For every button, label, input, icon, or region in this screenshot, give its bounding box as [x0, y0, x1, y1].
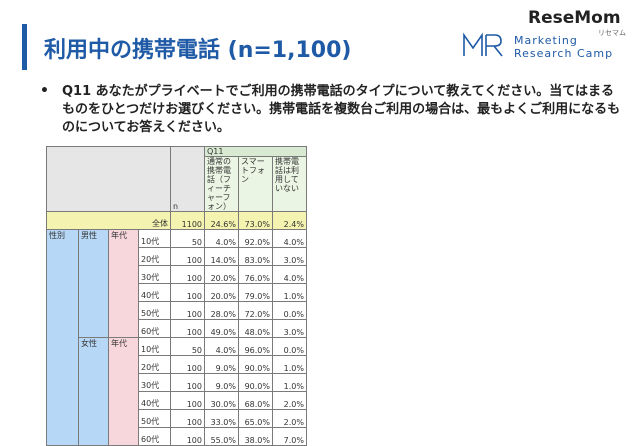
total-feature-cell: 24.6% [204, 211, 239, 230]
n-cell: 100 [170, 391, 205, 410]
age-cell: 60代 [138, 319, 171, 338]
title-accent-bar [22, 24, 27, 70]
age-cell: 10代 [138, 229, 171, 248]
slide-header: 利用中の携帯電話 (n=1,100) [0, 10, 438, 70]
none-cell: 1.0% [272, 355, 307, 374]
age-cell: 40代 [138, 391, 171, 410]
table-row: 30代 100 20.0% 76.0% 4.0% [47, 265, 307, 284]
header-question-label: Q11 [204, 146, 307, 157]
n-cell: 100 [170, 265, 205, 284]
age-cell: 10代 [138, 337, 171, 356]
age-cell: 30代 [138, 265, 171, 284]
n-cell: 100 [170, 355, 205, 374]
header-row: n Q11 [46, 146, 307, 212]
n-cell: 100 [170, 373, 205, 392]
feature-cell: 30.0% [204, 391, 239, 410]
age-cell: 30代 [138, 373, 171, 392]
n-cell: 100 [170, 409, 205, 428]
age-dimension-cell: 年代 [108, 229, 139, 338]
none-cell: 7.0% [272, 427, 307, 446]
header-col-smart: スマートフォン [238, 156, 273, 212]
feature-cell: 9.0% [204, 355, 239, 374]
smart-cell: 83.0% [238, 247, 273, 266]
smart-cell: 90.0% [238, 355, 273, 374]
group-label-cell: 女性 [78, 337, 109, 446]
brand-name: Marketing Research Camp [514, 34, 614, 60]
none-cell: 3.0% [272, 247, 307, 266]
smart-cell: 72.0% [238, 301, 273, 320]
none-cell: 2.0% [272, 409, 307, 428]
n-cell: 50 [170, 337, 205, 356]
question-text: Q11 あなたがプライベートでご利用の携帯電話のタイプについて教えてください。当… [62, 84, 621, 135]
age-cell: 20代 [138, 247, 171, 266]
header-col-none: 携帯電話は利用していない [272, 156, 307, 212]
smart-cell: 48.0% [238, 319, 273, 338]
header-n-cell: n [170, 146, 205, 212]
smart-cell: 76.0% [238, 265, 273, 284]
total-smart-cell: 73.0% [238, 211, 273, 230]
table-row: 性別 男性 年代 10代 50 4.0% 92.0% 4.0% [46, 229, 307, 446]
watermark-sub: リセマム [598, 29, 626, 37]
table-row: 30代 100 9.0% 90.0% 1.0% [47, 373, 307, 392]
feature-cell: 9.0% [204, 373, 239, 392]
age-cell: 40代 [138, 283, 171, 302]
smart-cell: 79.0% [238, 283, 273, 302]
none-cell: 4.0% [272, 229, 307, 248]
header-col-feature: 通常の携帯電話（フィーチャーフォン） [204, 156, 239, 212]
total-n-cell: 1100 [170, 211, 205, 230]
age-cell: 50代 [138, 409, 171, 428]
mrc-logo-icon [463, 32, 503, 57]
feature-cell: 4.0% [204, 229, 239, 248]
table-row: 60代 100 49.0% 48.0% 3.0% [47, 319, 307, 338]
smart-cell: 92.0% [238, 229, 273, 248]
age-cell: 60代 [138, 427, 171, 446]
none-cell: 0.0% [272, 301, 307, 320]
page-title: 利用中の携帯電話 (n=1,100) [44, 38, 352, 63]
feature-cell: 28.0% [204, 301, 239, 320]
total-label-cell: 全体 [46, 211, 171, 230]
feature-cell: 20.0% [204, 265, 239, 284]
results-table: n Q11 通常の携帯電話（フィーチャーフォン） スマートフォン 携帯電話は利用していな… [46, 146, 307, 446]
n-cell: 50 [170, 229, 205, 248]
feature-cell: 49.0% [204, 319, 239, 338]
none-cell: 0.0% [272, 337, 307, 356]
brand-logo-block: Marketing Research Camp [462, 32, 632, 72]
feature-cell: 33.0% [204, 409, 239, 428]
table-row: 40代 100 30.0% 68.0% 2.0% [47, 391, 307, 410]
n-cell: 100 [170, 427, 205, 446]
feature-cell: 4.0% [204, 337, 239, 356]
n-cell: 100 [170, 283, 205, 302]
none-cell: 1.0% [272, 373, 307, 392]
feature-cell: 55.0% [204, 427, 239, 446]
age-cell: 50代 [138, 301, 171, 320]
age-dimension-cell: 年代 [108, 337, 139, 446]
smart-cell: 68.0% [238, 391, 273, 410]
table-row-total: 全体 1100 24.6% 73.0% 2.4% [46, 211, 307, 230]
n-cell: 100 [170, 301, 205, 320]
none-cell: 1.0% [272, 283, 307, 302]
smart-cell: 90.0% [238, 373, 273, 392]
smart-cell: 65.0% [238, 409, 273, 428]
table-row: 50代 100 28.0% 72.0% 0.0% [47, 301, 307, 320]
n-cell: 100 [170, 247, 205, 266]
group-label-cell: 男性 [78, 229, 109, 338]
table-row: 女性 年代 10代 50 4.0% 96.0% 0.0% [47, 337, 307, 446]
age-cell: 20代 [138, 355, 171, 374]
watermark-logo: ReseMom [528, 8, 621, 28]
feature-cell: 14.0% [204, 247, 239, 266]
table-row: 40代 100 20.0% 79.0% 1.0% [47, 283, 307, 302]
feature-cell: 20.0% [204, 283, 239, 302]
none-cell: 2.0% [272, 391, 307, 410]
none-cell: 3.0% [272, 319, 307, 338]
header-corner-cell [46, 146, 171, 212]
table-row: 20代 100 14.0% 83.0% 3.0% [47, 247, 307, 266]
dimension-label-cell: 性別 [46, 229, 79, 446]
smart-cell: 38.0% [238, 427, 273, 446]
bullet-icon: • [40, 83, 49, 99]
none-cell: 4.0% [272, 265, 307, 284]
n-cell: 100 [170, 319, 205, 338]
smart-cell: 96.0% [238, 337, 273, 356]
total-none-cell: 2.4% [272, 211, 307, 230]
